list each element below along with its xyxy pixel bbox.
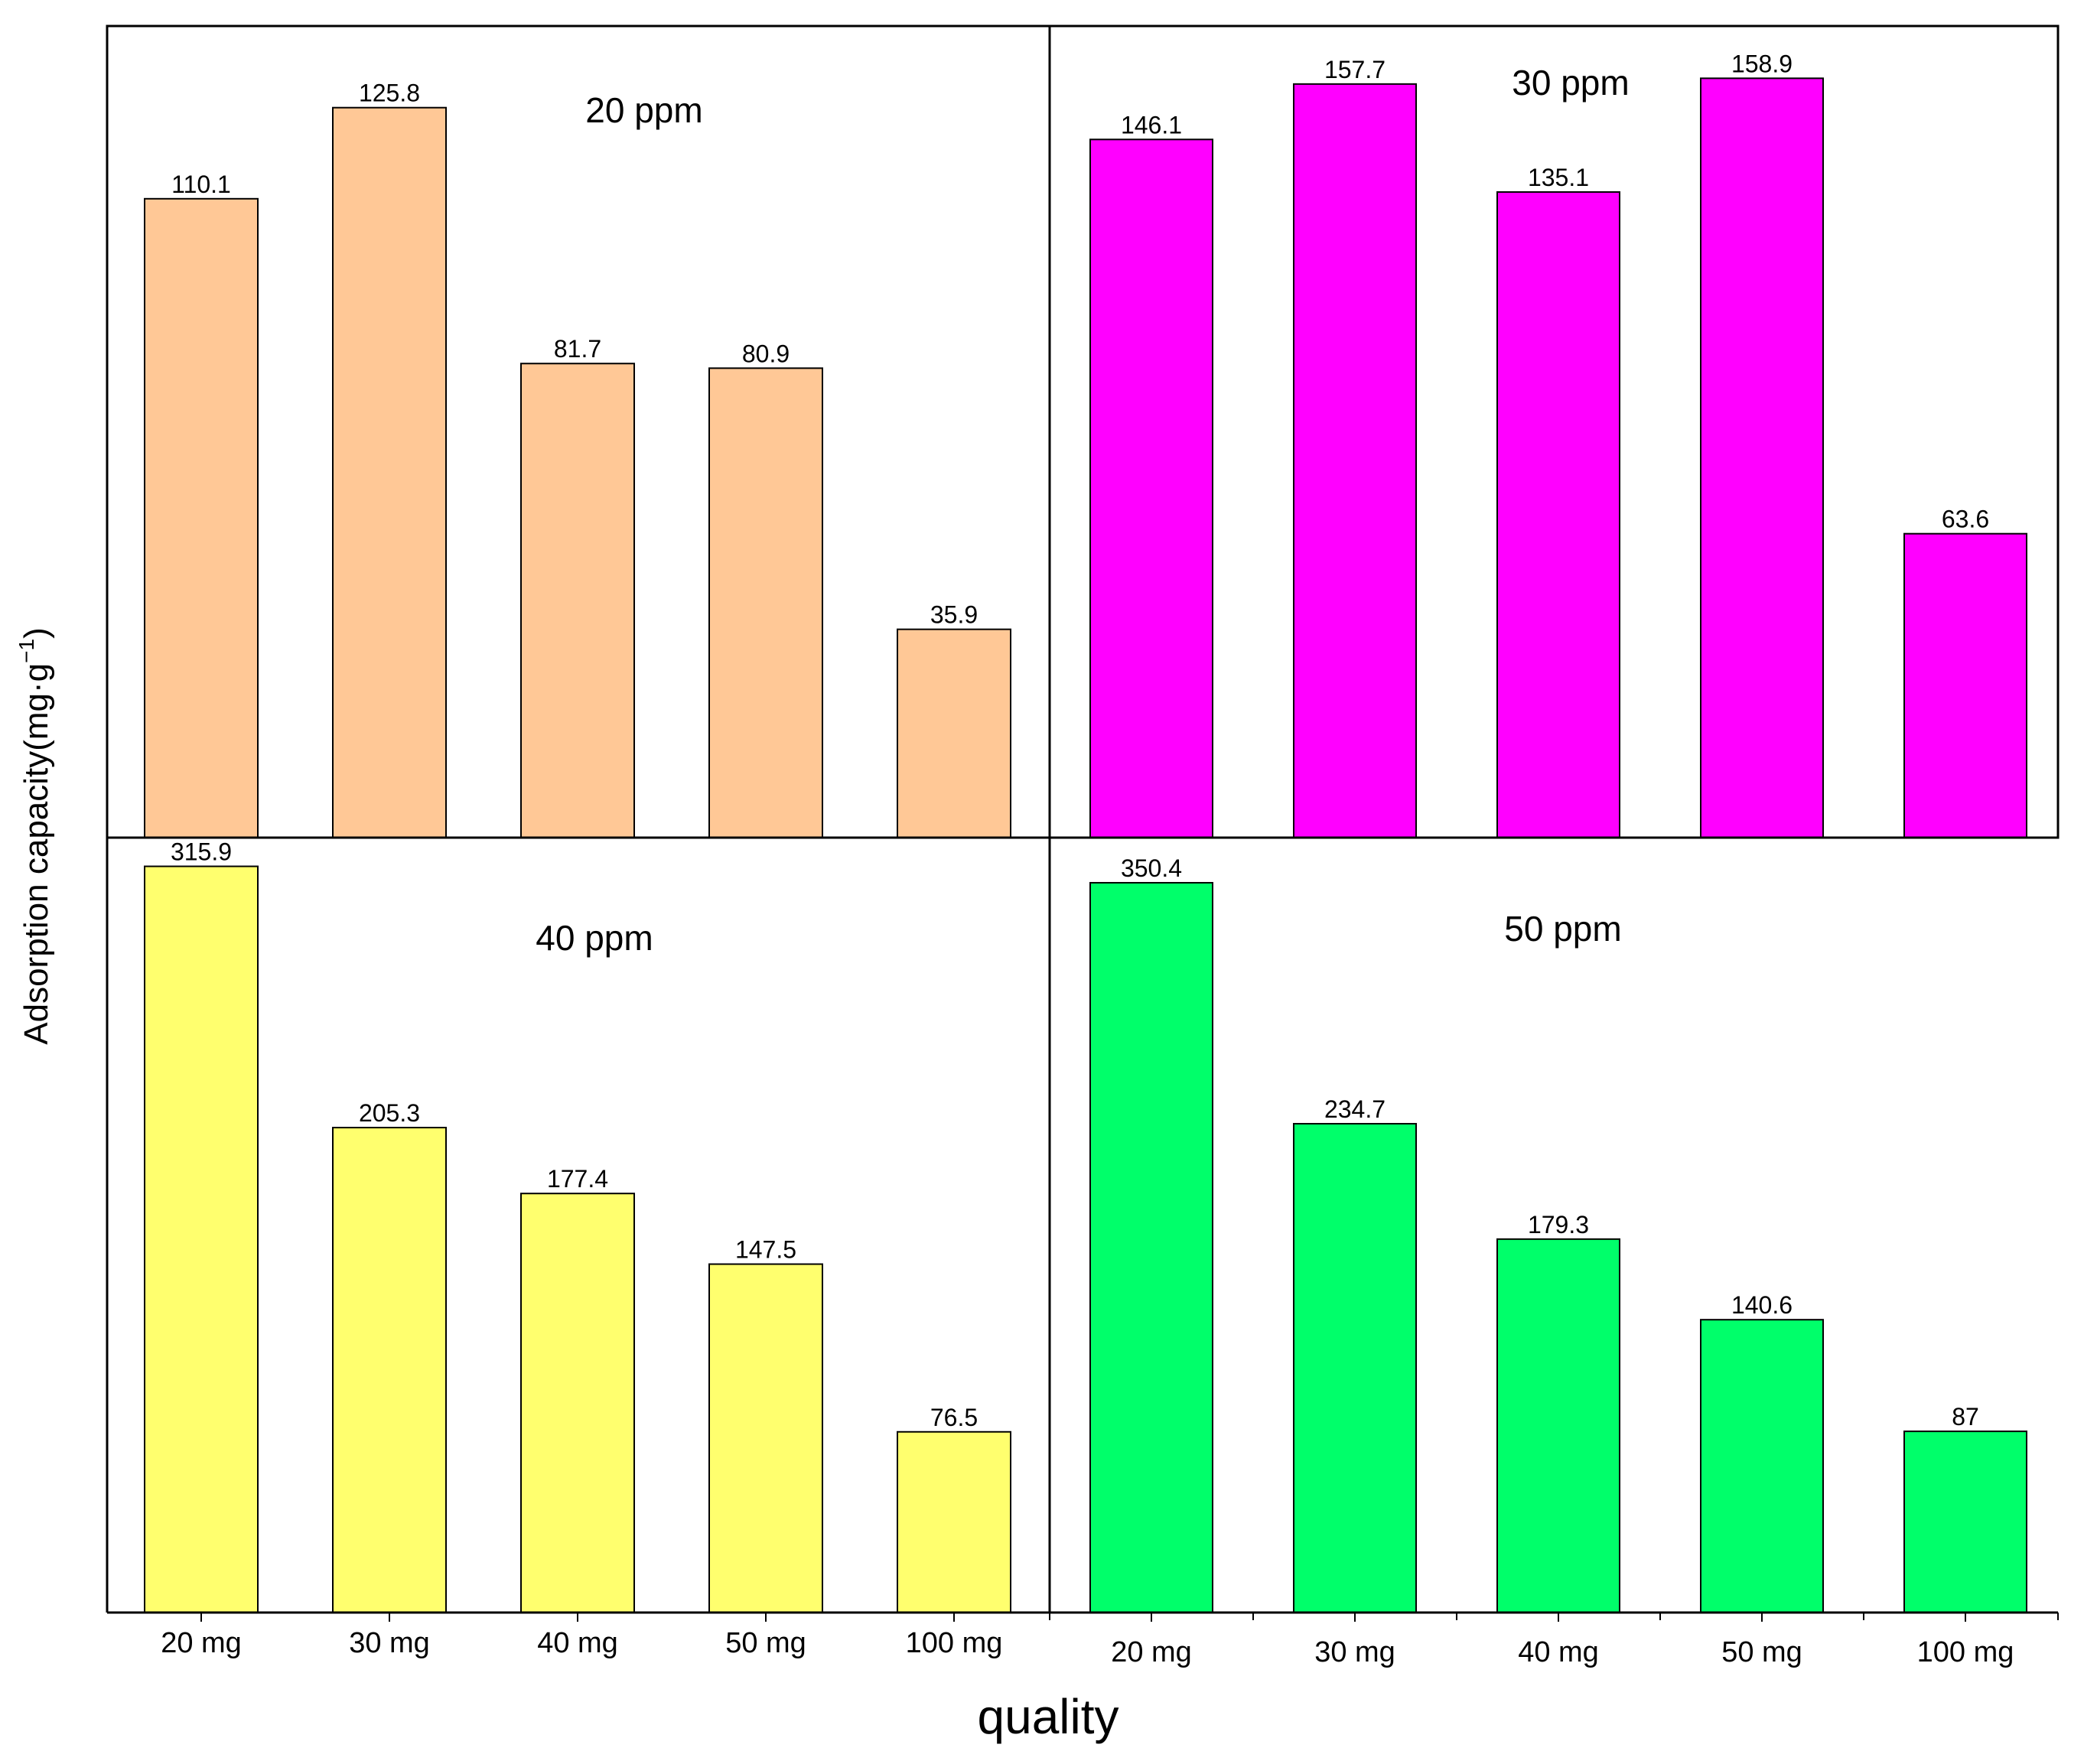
x-tick-label: 100 mg <box>1917 1636 2014 1668</box>
x-tick-label: 100 mg <box>906 1627 1003 1659</box>
bar-100-mg <box>897 1430 1011 1613</box>
x-tick-label: 20 mg <box>1111 1636 1192 1668</box>
bar-value-label: 147.5 <box>735 1236 796 1264</box>
bar-value-label: 158.9 <box>1731 50 1793 77</box>
y-axis-label-close: ) <box>18 627 55 639</box>
bar-100-mg <box>897 628 1011 838</box>
x-axis-label: quality <box>978 1689 1119 1744</box>
chart-frame <box>106 24 2060 1614</box>
x-tick-label: 40 mg <box>537 1627 618 1659</box>
x-tick-label: 30 mg <box>349 1627 430 1659</box>
bar-50-mg <box>708 1263 823 1613</box>
x-tick-label: 20 mg <box>161 1627 242 1659</box>
panel-title: 20 ppm <box>585 90 702 130</box>
bar-40-mg <box>1496 1238 1620 1613</box>
bar-20-mg <box>1089 881 1213 1613</box>
bar-value-label: 205.3 <box>359 1099 420 1127</box>
bar-100-mg <box>1903 1430 2027 1614</box>
x-tick-label: 30 mg <box>1314 1636 1395 1668</box>
bar-value-label: 177.4 <box>547 1165 608 1193</box>
bar-100-mg <box>1903 532 2027 838</box>
bar-20-mg <box>144 197 259 838</box>
bar-30-mg <box>1293 1122 1417 1613</box>
bar-value-label: 81.7 <box>554 335 601 363</box>
bar-value-label: 35.9 <box>930 601 978 629</box>
panel-50-ppm: 50 ppm 350.4 234.7 179.3 140.6 87 20 mg 30 mg 40… <box>1049 854 2059 1668</box>
bar-40-mg <box>520 363 635 838</box>
bar-value-label: 80.9 <box>742 340 790 367</box>
y-axis-label: Adsorption capacity(mg·g−1) <box>15 627 55 1044</box>
panel-20-ppm: 20 ppm 110.1 125.8 81.7 80.9 35.9 <box>144 80 1011 838</box>
bar-50-mg <box>1700 77 1824 839</box>
bar-value-label: 135.1 <box>1528 164 1589 191</box>
bar-value-label: 146.1 <box>1121 111 1182 138</box>
panel-title: 50 ppm <box>1504 909 1621 949</box>
bar-value-label: 179.3 <box>1528 1211 1589 1238</box>
bar-50-mg <box>1700 1319 1824 1614</box>
panel-title: 30 ppm <box>1512 63 1629 103</box>
panel-40-ppm: 40 ppm 315.9 205.3 177.4 147.5 76.5 20 mg 30 mg… <box>144 838 1011 1659</box>
bar-value-label: 315.9 <box>171 838 232 866</box>
bar-value-label: 76.5 <box>930 1404 978 1431</box>
x-tick-label: 50 mg <box>725 1627 806 1659</box>
bar-20-mg <box>144 865 259 1613</box>
x-tick-label: 50 mg <box>1721 1636 1802 1668</box>
bar-30-mg <box>332 1127 447 1613</box>
bar-value-label: 234.7 <box>1324 1095 1386 1123</box>
bar-value-label: 63.6 <box>1942 506 1989 533</box>
bar-value-label: 350.4 <box>1121 854 1182 882</box>
bar-50-mg <box>708 367 823 838</box>
bar-value-label: 110.1 <box>171 171 231 198</box>
bar-40-mg <box>520 1193 635 1613</box>
chart-panels: 20 ppm 110.1 125.8 81.7 80.9 35.9 30 ppm 146.1 1… <box>144 50 2059 1668</box>
bar-20-mg <box>1089 138 1213 839</box>
bar-30-mg <box>332 106 447 838</box>
bar-value-label: 87 <box>1952 1403 1979 1430</box>
y-axis-label-superscript: −1 <box>15 639 38 663</box>
bar-value-label: 157.7 <box>1324 56 1386 83</box>
bar-value-label: 140.6 <box>1731 1291 1793 1319</box>
panel-30-ppm: 30 ppm 146.1 157.7 135.1 158.9 63.6 <box>1089 50 2027 839</box>
panel-title: 40 ppm <box>536 918 653 958</box>
bar-30-mg <box>1293 83 1417 839</box>
x-tick-label: 40 mg <box>1518 1636 1599 1668</box>
bar-value-label: 125.8 <box>359 80 420 107</box>
bar-40-mg <box>1496 191 1620 839</box>
